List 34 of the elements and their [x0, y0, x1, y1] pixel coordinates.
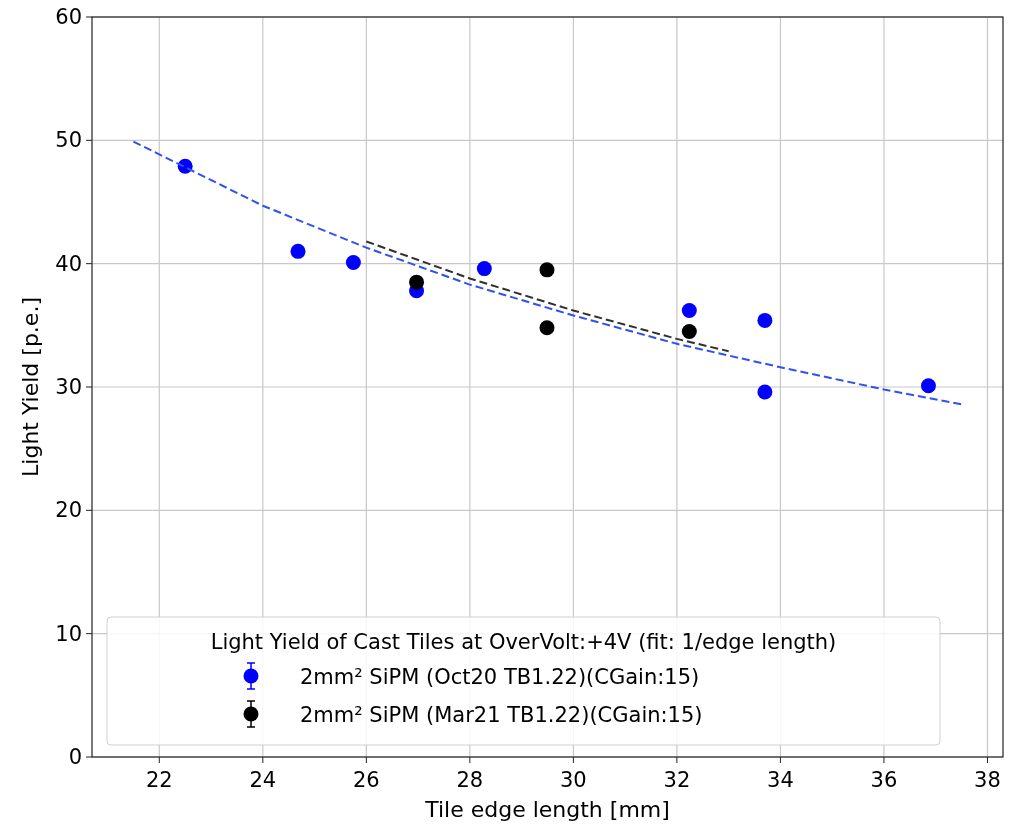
x-tick-label: 32: [663, 768, 691, 792]
point: [757, 384, 773, 400]
y-tick-label: 60: [55, 5, 82, 29]
point: [409, 274, 425, 290]
x-tick-label: 38: [974, 768, 1001, 792]
x-axis-title: Tile edge length [mm]: [424, 797, 670, 822]
point: [345, 254, 361, 270]
y-tick-label: 40: [55, 251, 82, 276]
y-tick-label: 0: [68, 745, 82, 769]
line-series: [132, 140, 963, 406]
point: [920, 378, 936, 394]
x-tick-label: 24: [249, 768, 277, 792]
y-axis-title: Light Yield [p.e.]: [18, 297, 43, 477]
x-tick-label: 30: [560, 768, 587, 792]
point: [539, 262, 555, 278]
point: [681, 303, 697, 319]
x-tick-label: 34: [767, 768, 794, 792]
legend-label: 2mm² SiPM (Mar21 TB1.22)(CGain:15): [300, 703, 703, 727]
x-tick-label: 26: [352, 768, 380, 792]
y-tick-label: 50: [55, 128, 82, 153]
y-tick-label: 10: [55, 621, 82, 646]
line-series: [365, 240, 730, 353]
x-tick-label: 36: [870, 768, 898, 792]
legend-label: 2mm² SiPM (Oct20 TB1.22)(CGain:15): [300, 665, 700, 689]
point: [681, 324, 697, 339]
y-tick-label: 20: [55, 498, 82, 523]
point: [290, 243, 306, 259]
x-tick-label: 22: [145, 768, 173, 792]
point: [539, 320, 555, 336]
x-tick-label: 28: [456, 768, 484, 792]
point: [476, 261, 492, 277]
legend-title: Light Yield of Cast Tiles at OverVolt:+4V (fit: 1/edge length): [210, 630, 837, 654]
point: [757, 312, 773, 328]
y-tick-label: 30: [55, 375, 82, 399]
